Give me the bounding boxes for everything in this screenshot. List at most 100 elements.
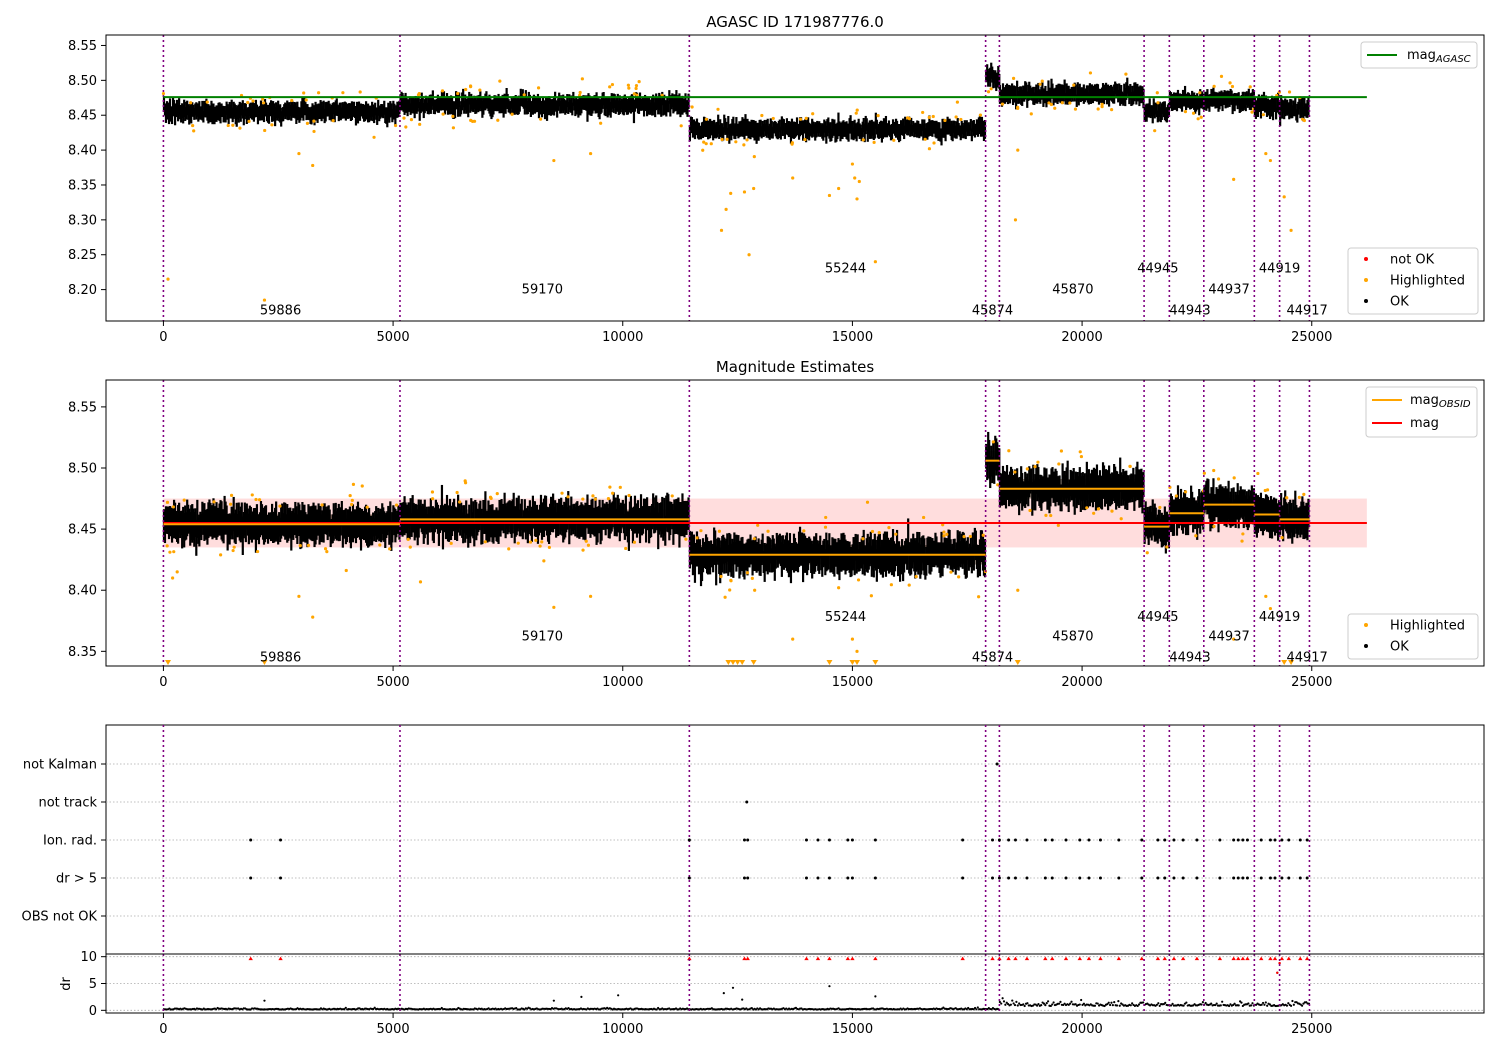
highlighted-point (870, 529, 875, 534)
highlighted-point (914, 575, 918, 579)
highlighted-point (729, 191, 733, 195)
magnitude-panel-y-axis: 8.35 8.40 8.45 8.50 8.55 (68, 400, 106, 660)
highlighted-point (231, 548, 235, 553)
highlighted-point (320, 503, 324, 507)
y-tick-label: 8.20 (68, 283, 97, 298)
magnitude-panel-x-axis: 0 5000 10000 15000 20000 25000 (159, 666, 1332, 690)
flag-event-point (746, 838, 750, 842)
highlighted-point (406, 537, 410, 541)
highlighted-point (372, 135, 376, 139)
dr-point (1045, 1002, 1048, 1005)
flag-event-point (991, 838, 995, 842)
highlighted-point (463, 479, 467, 483)
highlighted-point (451, 126, 455, 130)
highlighted-point (231, 123, 235, 127)
legend-entry-label: Highlighted (1390, 619, 1465, 634)
highlighted-point (760, 113, 764, 118)
obsid-label: 45870 (1052, 283, 1093, 298)
clipped-highlighted-point (1014, 660, 1021, 665)
clipped-highlighted-point (165, 660, 172, 665)
highlighted-point (263, 128, 267, 133)
highlighted-point (752, 186, 756, 191)
flag-event-point (742, 838, 746, 842)
highlighted-point (725, 137, 729, 141)
dr-clipped-point (845, 956, 851, 961)
dr-clipped-point (745, 956, 750, 961)
highlighted-point (850, 637, 855, 641)
flag-event-point (816, 838, 820, 842)
highlighted-point (261, 97, 265, 101)
flag-event-point (1013, 876, 1017, 880)
highlighted-point (856, 578, 861, 582)
dr-point (1046, 1000, 1050, 1003)
x-tick-label: 10000 (602, 1022, 643, 1037)
highlighted-point (855, 649, 859, 653)
flag-event-point (1098, 876, 1102, 880)
obsid-label: 59886 (260, 304, 301, 319)
obsid-label: 55244 (825, 262, 866, 277)
highlighted-point (1264, 594, 1268, 598)
highlighted-point (552, 158, 556, 163)
dr-point (1287, 1002, 1290, 1005)
dr-point (1074, 1003, 1077, 1006)
y-tick-label: 8.25 (68, 248, 97, 263)
highlighted-point (877, 530, 881, 535)
highlighted-point (250, 493, 254, 497)
x-tick-label: 15000 (832, 330, 873, 345)
highlighted-point (588, 594, 593, 598)
flag-event-point (279, 876, 283, 880)
highlighted-point (857, 179, 861, 184)
highlighted-point (331, 119, 335, 123)
dr-point (1002, 1000, 1006, 1003)
dr-point (750, 1007, 753, 1010)
legend-entry-label: not OK (1390, 253, 1435, 268)
highlighted-point (701, 148, 705, 152)
flag-event-point (961, 838, 965, 842)
dr-point (1040, 1004, 1043, 1007)
dr-clipped-point (1077, 956, 1082, 961)
flag-event-point (1156, 876, 1160, 880)
highlighted-point (1145, 551, 1149, 555)
obsid-label: 59886 (260, 650, 301, 665)
highlighted-point (968, 534, 972, 539)
highlighted-point (171, 505, 175, 509)
highlighted-point (251, 99, 255, 103)
dr-clipped-point (1006, 956, 1011, 961)
highlighted-point (416, 93, 421, 97)
dr-clipped-point (1013, 956, 1018, 961)
dr-clipped-point (804, 956, 809, 961)
dr-point (1263, 1003, 1266, 1006)
dr-point (1214, 1003, 1217, 1007)
highlighted-point (932, 141, 936, 145)
highlighted-point (626, 83, 630, 87)
dr-point (515, 1006, 518, 1010)
flag-event-point (1087, 876, 1091, 880)
highlighted-point (578, 90, 582, 95)
highlighted-point (297, 594, 301, 598)
clipped-highlighted-point (854, 660, 861, 665)
highlighted-point (742, 190, 747, 194)
dr-clipped-point (1180, 956, 1186, 961)
highlighted-point (752, 155, 756, 159)
highlighted-point (189, 101, 193, 105)
highlighted-point (1100, 102, 1104, 106)
highlighted-point (1124, 72, 1128, 76)
dr-point (1204, 1001, 1207, 1005)
highlighted-point (516, 541, 520, 545)
highlighted-point (723, 595, 727, 599)
highlighted-point (212, 500, 216, 504)
flag-event-point (850, 838, 854, 842)
dr-panel-points (162, 956, 1311, 1011)
highlighted-point (1053, 106, 1057, 110)
highlighted-point (618, 485, 622, 489)
flag-event-point (1007, 838, 1011, 842)
dr-not-ok-point (1276, 971, 1279, 974)
highlighted-point (1264, 151, 1268, 156)
x-tick-label: 0 (159, 330, 167, 345)
highlighted-point (232, 545, 236, 549)
highlighted-point (297, 151, 301, 156)
dr-point (1157, 1002, 1160, 1005)
highlighted-point (1228, 81, 1232, 85)
highlighted-point (624, 546, 628, 551)
highlighted-point (823, 525, 828, 529)
